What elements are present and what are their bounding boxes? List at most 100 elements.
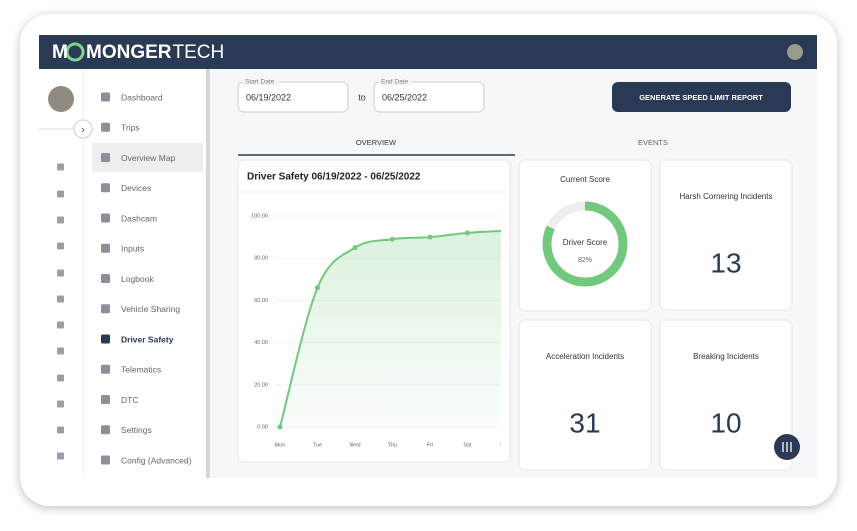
nav-icon bbox=[101, 304, 110, 314]
x-tick-label: Wed bbox=[349, 442, 360, 448]
incident-label: Acceleration Incidents bbox=[546, 352, 624, 361]
label-bg bbox=[243, 78, 279, 86]
rail-icon[interactable] bbox=[57, 400, 64, 408]
x-tick-label: Tue bbox=[313, 442, 322, 448]
point bbox=[277, 424, 283, 430]
label-bg bbox=[379, 78, 411, 86]
nav-icon bbox=[101, 395, 110, 404]
point bbox=[390, 236, 395, 242]
logo-m: M bbox=[52, 42, 68, 63]
nav-item[interactable]: Inputs bbox=[121, 244, 144, 254]
nav-item[interactable]: Vehicle Sharing bbox=[121, 304, 180, 314]
y-tick-label: 40.00 bbox=[254, 340, 268, 346]
report-button-label: GENERATE SPEED LIMIT REPORT bbox=[639, 93, 763, 102]
plot: Mon Tue Wed Thu Fri Sat Sun bbox=[275, 229, 510, 448]
y-tick-label: 20.00 bbox=[254, 382, 268, 388]
x-tick-label: Sun bbox=[500, 442, 510, 448]
rail-icon[interactable] bbox=[57, 374, 64, 382]
nav-icon bbox=[101, 243, 110, 253]
nav-item[interactable]: DTC bbox=[121, 395, 138, 405]
incident-count: 31 bbox=[569, 407, 600, 438]
nav-icon bbox=[101, 364, 110, 374]
end-date-field[interactable] bbox=[373, 81, 485, 113]
score-label: Driver Score bbox=[563, 238, 608, 247]
nav-item[interactable]: Telematics bbox=[121, 365, 161, 375]
incident-card bbox=[659, 319, 793, 471]
rail-icon[interactable] bbox=[57, 452, 64, 460]
to-label: to bbox=[358, 92, 366, 102]
x-tick-label: Fri bbox=[427, 442, 433, 448]
nav-icon bbox=[101, 425, 110, 435]
tab[interactable]: EVENTS bbox=[638, 138, 668, 147]
collapse-button[interactable] bbox=[73, 119, 93, 139]
nav-icon bbox=[101, 122, 110, 132]
x-tick-label: Mon bbox=[275, 442, 286, 448]
incident-count: 13 bbox=[710, 247, 741, 278]
incident-label: Breaking Incidents bbox=[693, 352, 759, 361]
score-card bbox=[518, 159, 652, 312]
nav-icon bbox=[101, 334, 110, 344]
rail-icon[interactable] bbox=[57, 321, 64, 329]
collapse-icon: › bbox=[81, 125, 84, 136]
start-date-field[interactable] bbox=[237, 81, 349, 113]
x-tick-label: Thu bbox=[388, 442, 397, 448]
point bbox=[427, 234, 433, 240]
rail-icon[interactable] bbox=[57, 216, 64, 224]
nav-item[interactable]: Logbook bbox=[121, 274, 154, 284]
rail-icon[interactable] bbox=[57, 190, 64, 198]
nav-icon bbox=[101, 213, 110, 223]
score-ring bbox=[542, 201, 628, 287]
area bbox=[280, 230, 501, 427]
rail-icon[interactable] bbox=[57, 163, 64, 171]
nav-item[interactable]: Dashcam bbox=[121, 213, 157, 223]
logo-bold: MONGER bbox=[86, 42, 172, 63]
rail-icon[interactable] bbox=[57, 295, 64, 303]
nav-icon bbox=[101, 92, 110, 102]
rail-icon[interactable] bbox=[57, 426, 64, 434]
nav-active bbox=[92, 143, 203, 172]
end-date-label: End Date bbox=[381, 79, 408, 86]
logo-icon bbox=[65, 42, 85, 62]
end-date-value: 06/25/2022 bbox=[382, 92, 427, 102]
report-button[interactable] bbox=[612, 82, 791, 112]
score-value: 82% bbox=[578, 257, 592, 264]
scrollbar bbox=[206, 69, 210, 478]
logo-light: TECH bbox=[173, 42, 225, 63]
sidebar bbox=[83, 69, 211, 478]
incident-card bbox=[659, 159, 793, 311]
x-tick-label: Sat bbox=[463, 442, 472, 448]
point bbox=[465, 230, 470, 236]
start-date-value: 06/19/2022 bbox=[246, 92, 291, 102]
y-tick-label: 60.00 bbox=[254, 298, 268, 304]
incident-label: Harsh Cornering Incidents bbox=[680, 192, 773, 201]
rail-icon[interactable] bbox=[57, 269, 64, 277]
nav-icon bbox=[101, 455, 110, 465]
nav-icon bbox=[101, 274, 110, 283]
header bbox=[39, 35, 817, 69]
incident-card bbox=[518, 319, 652, 471]
nav-item[interactable]: Devices bbox=[121, 183, 151, 193]
y-tick-label: 80.00 bbox=[254, 256, 268, 262]
incident-count: 10 bbox=[710, 407, 741, 438]
point bbox=[352, 245, 358, 251]
nav-item[interactable]: Config (Advanced) bbox=[121, 455, 192, 465]
point bbox=[315, 285, 320, 291]
rail-icon[interactable] bbox=[57, 347, 64, 355]
score-title: Current Score bbox=[560, 175, 610, 184]
nav-icon bbox=[101, 153, 110, 162]
y-tick-label: 0.00 bbox=[257, 424, 268, 430]
nav-item[interactable]: Driver Safety bbox=[121, 334, 174, 344]
user-avatar[interactable] bbox=[787, 44, 803, 60]
profile-avatar bbox=[48, 86, 74, 112]
nav-item[interactable]: Settings bbox=[121, 425, 152, 435]
nav-item[interactable]: Overview Map bbox=[121, 153, 176, 163]
nav-item[interactable]: Dashboard bbox=[121, 92, 163, 102]
chart-title: Driver Safety 06/19/2022 - 06/25/2022 bbox=[247, 172, 421, 183]
nav-icon bbox=[101, 183, 110, 193]
y-tick-label: 100.00 bbox=[251, 213, 268, 219]
nav-item[interactable]: Trips bbox=[121, 123, 140, 133]
rail-icon[interactable] bbox=[57, 242, 64, 250]
start-date-label: Start Date bbox=[245, 79, 275, 86]
tab[interactable]: OVERVIEW bbox=[356, 138, 397, 147]
